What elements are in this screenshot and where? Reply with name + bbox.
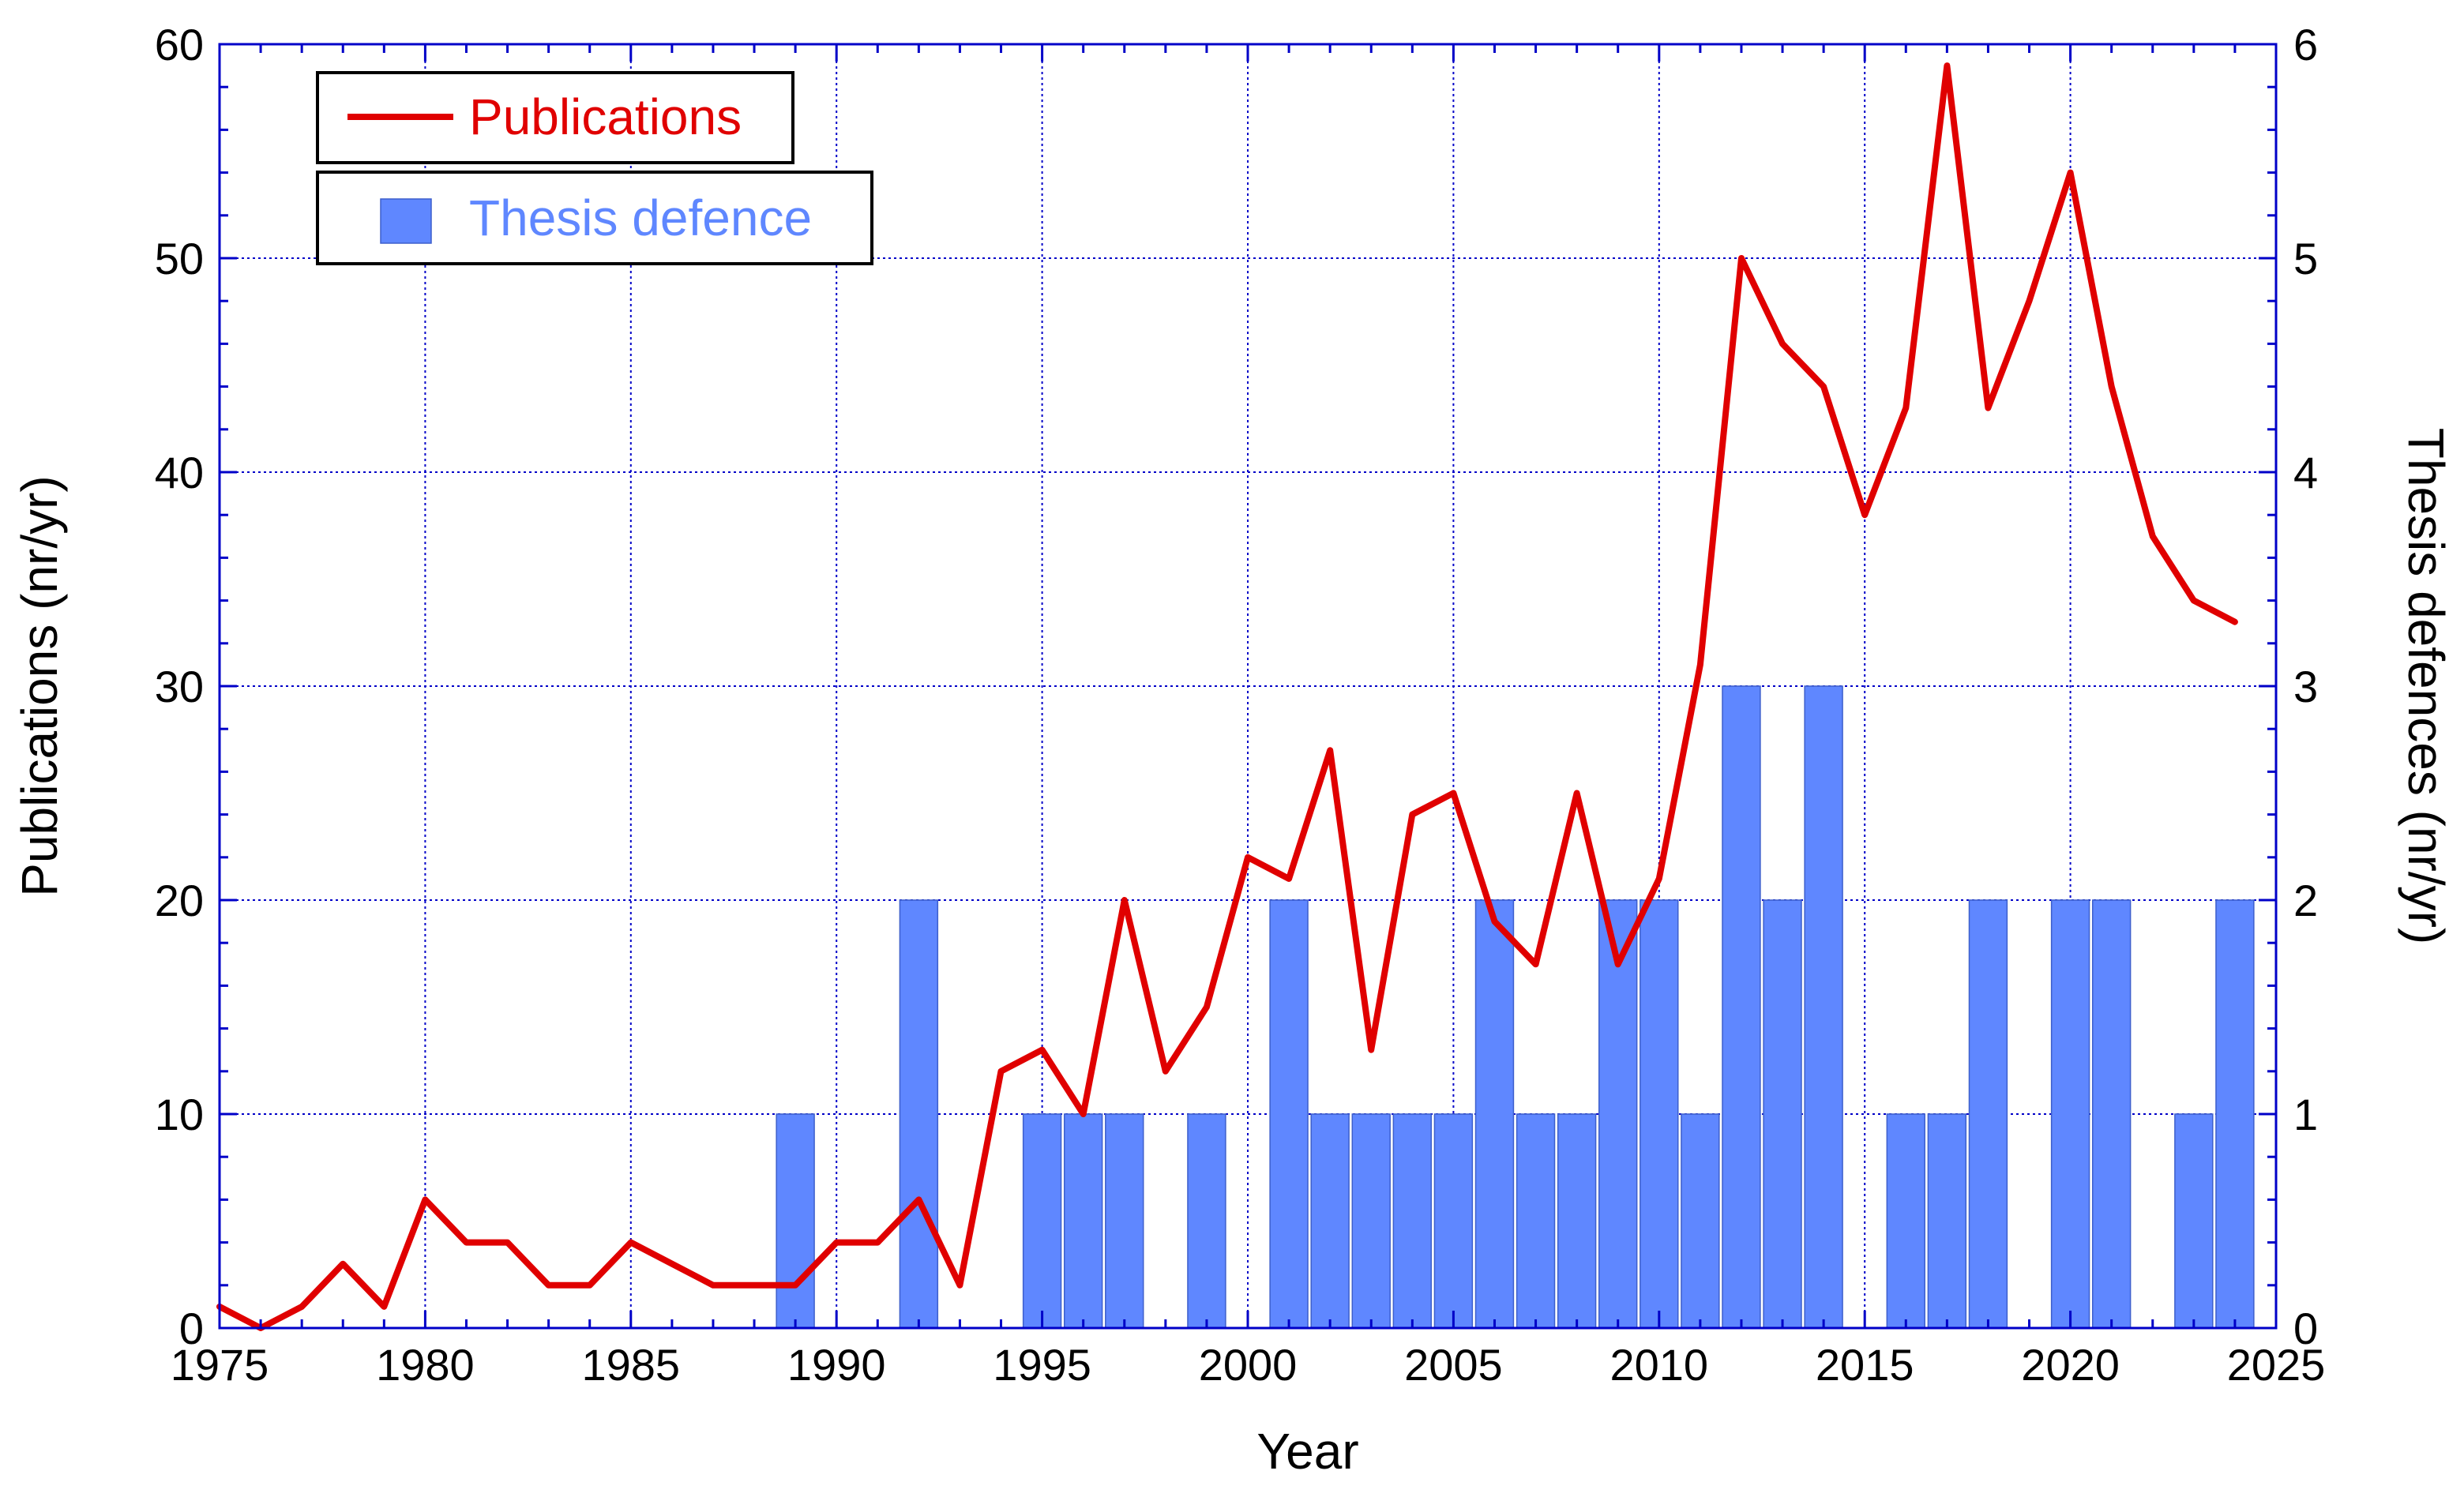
y-tick-label-right: 5 xyxy=(2293,234,2318,283)
x-tick-label: 2025 xyxy=(2227,1340,2326,1390)
x-tick-label: 1985 xyxy=(582,1340,681,1390)
thesis-bar xyxy=(1968,899,2008,1329)
thesis-bar xyxy=(776,1113,815,1329)
x-tick-label: 2000 xyxy=(1199,1340,1298,1390)
thesis-bar xyxy=(1681,1113,1720,1329)
y-tick-label-right: 3 xyxy=(2293,662,2318,711)
legend-label-thesis: Thesis defence xyxy=(469,189,812,246)
x-axis-label: Year xyxy=(1256,1423,1358,1480)
x-tick-label: 1990 xyxy=(787,1340,886,1390)
thesis-bar xyxy=(1804,685,1843,1329)
y-tick-label-left: 0 xyxy=(179,1304,204,1353)
tick-labels: 1975 1980 1985 1990 1995 2000 2005 2010 2015 2020… xyxy=(155,20,2326,1390)
thesis-bar xyxy=(1310,1113,1350,1329)
y-tick-label-left: 10 xyxy=(155,1090,204,1139)
legend: Publications Thesis defence xyxy=(316,71,873,265)
thesis-bar xyxy=(1763,899,1802,1329)
x-tick-label: 1995 xyxy=(993,1340,1091,1390)
thesis-bar xyxy=(1557,1113,1597,1329)
y-tick-label-left: 40 xyxy=(155,448,204,497)
thesis-bar xyxy=(2050,899,2090,1329)
thesis-bar xyxy=(1269,899,1309,1329)
thesis-bar xyxy=(1474,899,1515,1329)
y-tick-label-left: 30 xyxy=(155,662,204,711)
x-tick-label: 2005 xyxy=(1404,1340,1503,1390)
x-tick-label: 1975 xyxy=(171,1340,269,1390)
thesis-bar xyxy=(1063,1113,1103,1329)
thesis-bar xyxy=(1598,899,1638,1329)
thesis-bar xyxy=(1927,1113,1967,1329)
thesis-bar xyxy=(1433,1113,1474,1329)
y-tick-label-right: 2 xyxy=(2293,876,2318,925)
thesis-bar xyxy=(1105,1113,1144,1329)
thesis-bar xyxy=(2091,899,2132,1329)
y-axis-label-right: Thesis defences (nr/yr) xyxy=(2398,428,2455,944)
thesis-bar xyxy=(1640,899,1679,1329)
thesis-bar xyxy=(2174,1113,2214,1329)
y-tick-label-left: 20 xyxy=(155,876,204,925)
y-tick-label-left: 50 xyxy=(155,234,204,283)
thesis-bar xyxy=(1022,1113,1062,1329)
thesis-bar xyxy=(2215,899,2255,1329)
legend-bar-swatch xyxy=(380,198,432,244)
x-tick-label: 2010 xyxy=(1610,1340,1709,1390)
thesis-bar xyxy=(1516,1113,1556,1329)
y-tick-label-right: 0 xyxy=(2293,1304,2318,1353)
x-tick-label: 2015 xyxy=(1816,1340,1914,1390)
thesis-bar xyxy=(1886,1113,1925,1329)
y-axis-label-left: Publications (nr/yr) xyxy=(11,475,68,897)
y-tick-label-right: 6 xyxy=(2293,20,2318,69)
thesis-bar xyxy=(1187,1113,1226,1329)
axis-ticks xyxy=(218,43,2278,1330)
thesis-bar xyxy=(1351,1113,1391,1329)
legend-label-publications: Publications xyxy=(469,88,742,145)
publications-line xyxy=(216,62,2238,1331)
y-tick-label-left: 60 xyxy=(155,20,204,69)
publications-line-group xyxy=(216,62,2238,1331)
y-tick-label-right: 1 xyxy=(2293,1090,2318,1139)
y-tick-label-right: 4 xyxy=(2293,448,2318,497)
thesis-bars xyxy=(776,685,2255,1329)
x-tick-label: 1980 xyxy=(376,1340,475,1390)
thesis-bar xyxy=(899,899,939,1329)
thesis-bar xyxy=(1392,1113,1433,1329)
x-tick-label: 2020 xyxy=(2021,1340,2120,1390)
thesis-bar xyxy=(1722,685,1761,1329)
